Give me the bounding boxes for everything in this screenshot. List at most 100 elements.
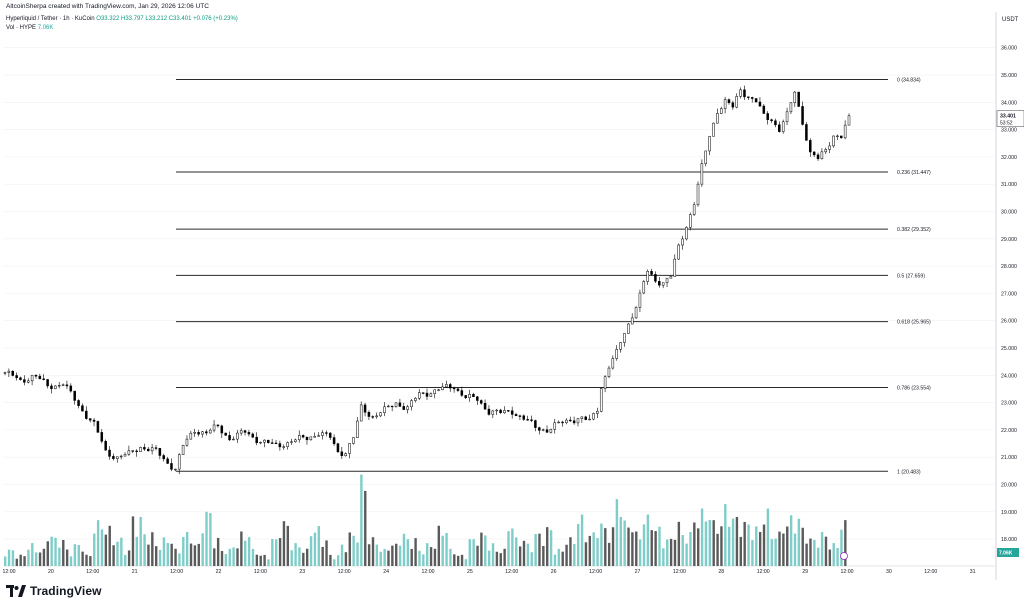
candle-body [236, 432, 239, 440]
candle-body [127, 450, 131, 455]
volume-bar [290, 550, 293, 566]
candle-body [181, 444, 185, 455]
price-tick-label: 29.000 [1001, 237, 1017, 243]
volume-bar [139, 517, 142, 566]
volume-bar [7, 549, 11, 566]
candle-body [143, 447, 146, 450]
volume-bar [391, 545, 394, 566]
candle-body [166, 458, 169, 464]
volume-bar [336, 555, 340, 566]
candle-body [731, 102, 735, 108]
candle-body [840, 135, 843, 139]
volume-bar [437, 525, 441, 566]
volume-bar [607, 542, 611, 566]
candle-body [11, 370, 14, 376]
candle-body [596, 411, 599, 414]
volume-bar [813, 539, 816, 566]
time-tick-label: 22 [216, 569, 222, 575]
volume-bar [844, 520, 847, 566]
price-tick-label: 28.000 [1001, 264, 1017, 270]
volume-bar [658, 526, 661, 566]
currency-label[interactable]: USDT [1002, 17, 1019, 23]
candle-body [119, 455, 123, 458]
volume-bar [77, 544, 80, 566]
candle-body [642, 281, 646, 294]
candle-body [421, 392, 425, 394]
volume-bar [213, 548, 216, 566]
price-tick-label: 27.000 [1001, 291, 1017, 297]
candle-body [584, 416, 587, 420]
indicator-dot-icon[interactable] [840, 552, 848, 560]
fibonacci-retracement[interactable]: 0 (34.834) 0.236 (31.447) 0.382 (29.352) 0.… [176, 78, 931, 476]
candle-body [580, 416, 584, 419]
candle-body [394, 402, 398, 407]
volume-bar [546, 527, 549, 566]
candle-body [507, 410, 510, 412]
price-tick-label: 22.000 [1001, 428, 1017, 434]
chart-grid [4, 12, 997, 580]
volume-bar [642, 524, 646, 566]
time-axis[interactable]: 12:00 20 12:00 21 12:00 22 12:00 23 12:00 24 12:00… [3, 569, 976, 575]
volume-bar [511, 528, 514, 566]
candle-body [677, 244, 680, 260]
price-axis[interactable]: 36.000 35.000 34.000 33.000 32.000 31.000 30.0… [1001, 46, 1017, 543]
candle-body [162, 455, 165, 460]
volume-bar [259, 555, 262, 566]
candle-body [19, 377, 22, 380]
symbol-name[interactable]: Hyperliquid / Tether · 1h · KuCoin [6, 16, 95, 22]
candle-body [630, 317, 634, 325]
volume-bar [565, 544, 568, 566]
volume-bar [828, 549, 832, 566]
volume-bar [720, 526, 723, 566]
candle-body [514, 414, 518, 417]
volume-bar [360, 474, 363, 566]
volume-bar [596, 538, 599, 566]
candle-body [363, 404, 367, 413]
candle-body [305, 436, 309, 441]
candle-body [820, 151, 824, 160]
time-tick-label: 26 [551, 569, 557, 575]
candle-body [793, 91, 797, 104]
volume-bar [576, 524, 580, 566]
time-tick-label: 12:00 [924, 569, 937, 575]
candle-body [611, 358, 615, 369]
candle-body [383, 406, 386, 413]
volume-bar [135, 536, 139, 566]
candle-body [348, 443, 351, 454]
volume-bar [73, 544, 77, 566]
candle-body [541, 429, 545, 431]
candle-body [402, 406, 406, 410]
candle-body [34, 374, 38, 377]
candle-body [201, 431, 204, 435]
candle-body [205, 431, 208, 434]
candle-body [96, 421, 100, 433]
volume-bar [635, 531, 638, 566]
volume-bar [406, 539, 410, 566]
volume-bar [62, 539, 65, 566]
fib-level-label: 0.5 (27.659) [897, 273, 925, 279]
candle-body [69, 385, 73, 392]
candle-body [274, 442, 278, 445]
candle-body [603, 376, 607, 389]
candle-body [464, 395, 467, 399]
candle-body [239, 430, 243, 434]
fib-level-label: 0.382 (29.352) [897, 227, 931, 233]
volume-label[interactable]: Vol · HYPE [6, 25, 37, 31]
volume-bar [201, 533, 204, 566]
attribution: AltcoinSherpa created with TradingView.c… [6, 3, 209, 10]
candle-body [88, 418, 92, 421]
price-tick-label: 20.000 [1001, 482, 1017, 488]
candle-body [208, 429, 212, 434]
volume-bar [518, 546, 522, 566]
candle-body [689, 214, 692, 228]
volume-bar [638, 539, 642, 566]
volume-bar [472, 539, 475, 566]
volume-bar [162, 537, 166, 566]
volume-legend[interactable]: Vol · HYPE 7.06K [6, 25, 53, 31]
candle-body [716, 113, 719, 124]
symbol-legend[interactable]: Hyperliquid / Tether · 1h · KuCoin O33.3… [6, 16, 238, 22]
current-volume-label: 7.06K [999, 551, 1013, 557]
candle-body [739, 89, 742, 97]
candle-body [359, 404, 363, 422]
